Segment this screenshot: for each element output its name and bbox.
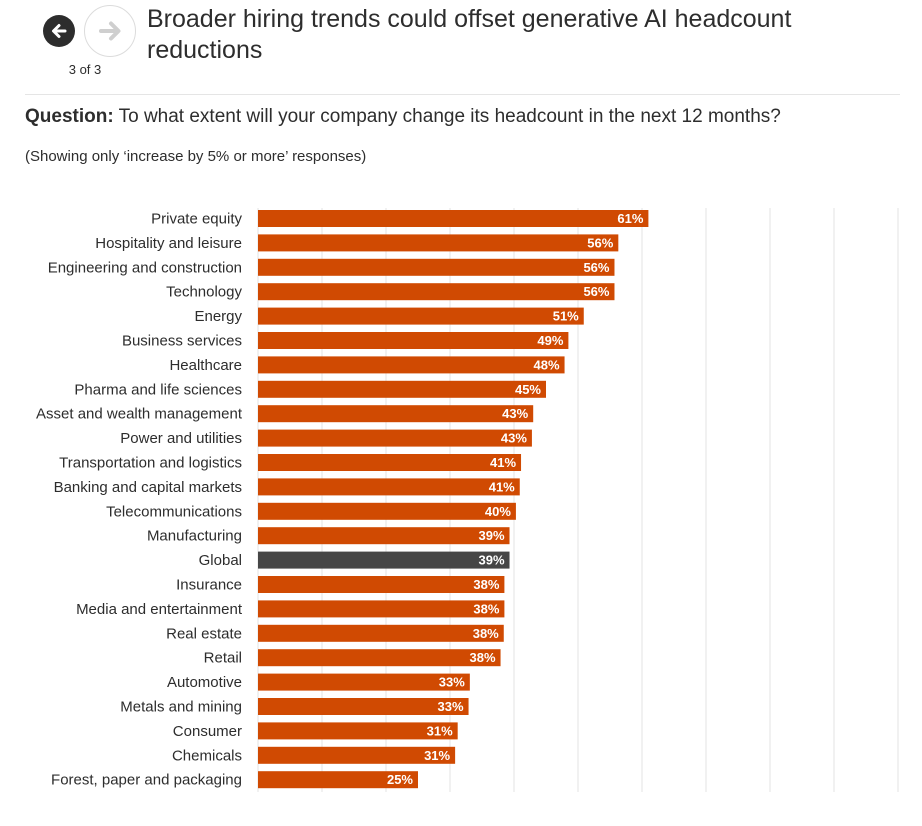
category-label: Manufacturing bbox=[147, 528, 242, 545]
bar bbox=[258, 673, 470, 691]
category-label: Asset and wealth management bbox=[36, 406, 243, 423]
bar bbox=[258, 234, 619, 252]
question-body: To what extent will your company change … bbox=[118, 106, 781, 127]
next-button[interactable] bbox=[84, 5, 136, 57]
category-label: Hospitality and leisure bbox=[95, 235, 242, 252]
bar bbox=[258, 258, 615, 276]
bar bbox=[258, 698, 469, 715]
value-label: 33% bbox=[439, 675, 465, 690]
category-label: Healthcare bbox=[169, 357, 242, 374]
category-label: Media and entertainment bbox=[76, 601, 243, 618]
category-label: Real estate bbox=[166, 625, 242, 642]
category-label: Energy bbox=[194, 308, 242, 325]
value-label: 25% bbox=[387, 772, 413, 787]
value-label: 51% bbox=[553, 309, 579, 324]
category-label: Forest, paper and packaging bbox=[51, 772, 242, 789]
bar bbox=[258, 722, 458, 740]
category-label: Metals and mining bbox=[120, 699, 242, 716]
category-label: Consumer bbox=[173, 723, 242, 740]
value-label: 40% bbox=[485, 504, 511, 519]
category-label: Automotive bbox=[167, 674, 242, 691]
value-label: 33% bbox=[438, 699, 464, 714]
value-label: 39% bbox=[478, 553, 504, 568]
bar bbox=[258, 429, 532, 447]
value-label: 43% bbox=[501, 431, 527, 446]
bar bbox=[258, 649, 501, 667]
value-label: 38% bbox=[473, 626, 499, 641]
bar bbox=[258, 576, 505, 593]
category-label: Insurance bbox=[176, 577, 242, 594]
category-label: Technology bbox=[166, 284, 242, 301]
question-label: Question: bbox=[25, 106, 114, 127]
category-label: Business services bbox=[122, 333, 242, 350]
category-label: Banking and capital markets bbox=[54, 479, 242, 496]
category-label: Telecommunications bbox=[106, 503, 242, 520]
response-note: (Showing only ‘increase by 5% or more’ r… bbox=[25, 148, 367, 165]
value-label: 38% bbox=[473, 577, 499, 592]
value-label: 38% bbox=[470, 650, 496, 665]
value-label: 61% bbox=[617, 211, 643, 226]
value-label: 41% bbox=[489, 479, 515, 494]
category-label: Private equity bbox=[151, 211, 242, 228]
bar bbox=[258, 746, 456, 764]
page-counter: 3 of 3 bbox=[68, 62, 102, 77]
value-label: 56% bbox=[587, 235, 613, 250]
bar bbox=[258, 527, 510, 545]
value-label: 49% bbox=[537, 333, 563, 348]
value-label: 56% bbox=[583, 284, 609, 299]
category-label: Pharma and life sciences bbox=[74, 381, 242, 398]
divider bbox=[25, 94, 900, 95]
bar bbox=[258, 283, 615, 301]
bar bbox=[258, 332, 569, 349]
bar bbox=[258, 356, 565, 374]
bar bbox=[258, 210, 649, 227]
value-label: 39% bbox=[478, 528, 504, 543]
bar bbox=[258, 478, 520, 496]
chart-title: Broader hiring trends could offset gener… bbox=[147, 5, 792, 64]
value-label: 48% bbox=[534, 357, 560, 372]
category-label: Retail bbox=[204, 650, 242, 667]
question-text: Question: To what extent will your compa… bbox=[25, 106, 781, 128]
category-label: Chemicals bbox=[172, 747, 242, 764]
value-label: 45% bbox=[515, 382, 541, 397]
value-label: 38% bbox=[473, 601, 499, 616]
bar bbox=[258, 454, 522, 471]
category-label: Transportation and logistics bbox=[59, 455, 242, 472]
category-label: Power and utilities bbox=[120, 430, 242, 447]
bar bbox=[258, 624, 504, 642]
bar bbox=[258, 405, 534, 423]
bar bbox=[258, 600, 505, 618]
value-label: 31% bbox=[424, 748, 450, 763]
category-label: Engineering and construction bbox=[48, 259, 242, 276]
value-label: 41% bbox=[490, 455, 516, 470]
bar bbox=[258, 502, 516, 520]
arrow-left-icon bbox=[52, 24, 67, 38]
arrow-right-icon bbox=[99, 21, 121, 41]
bar bbox=[258, 771, 418, 789]
value-label: 56% bbox=[583, 260, 609, 275]
bar bbox=[258, 551, 510, 569]
previous-button[interactable] bbox=[43, 15, 75, 47]
value-label: 31% bbox=[427, 723, 453, 738]
value-label: 43% bbox=[502, 406, 528, 421]
bar bbox=[258, 380, 546, 398]
category-label: Global bbox=[199, 552, 242, 569]
bar bbox=[258, 307, 584, 325]
